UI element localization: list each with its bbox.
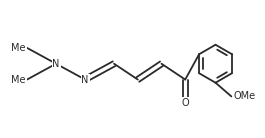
Text: N: N	[81, 75, 89, 85]
Text: Me: Me	[11, 75, 26, 85]
Text: OMe: OMe	[233, 91, 255, 101]
Text: N: N	[52, 59, 60, 69]
Text: Me: Me	[11, 43, 26, 53]
Text: O: O	[182, 98, 189, 108]
